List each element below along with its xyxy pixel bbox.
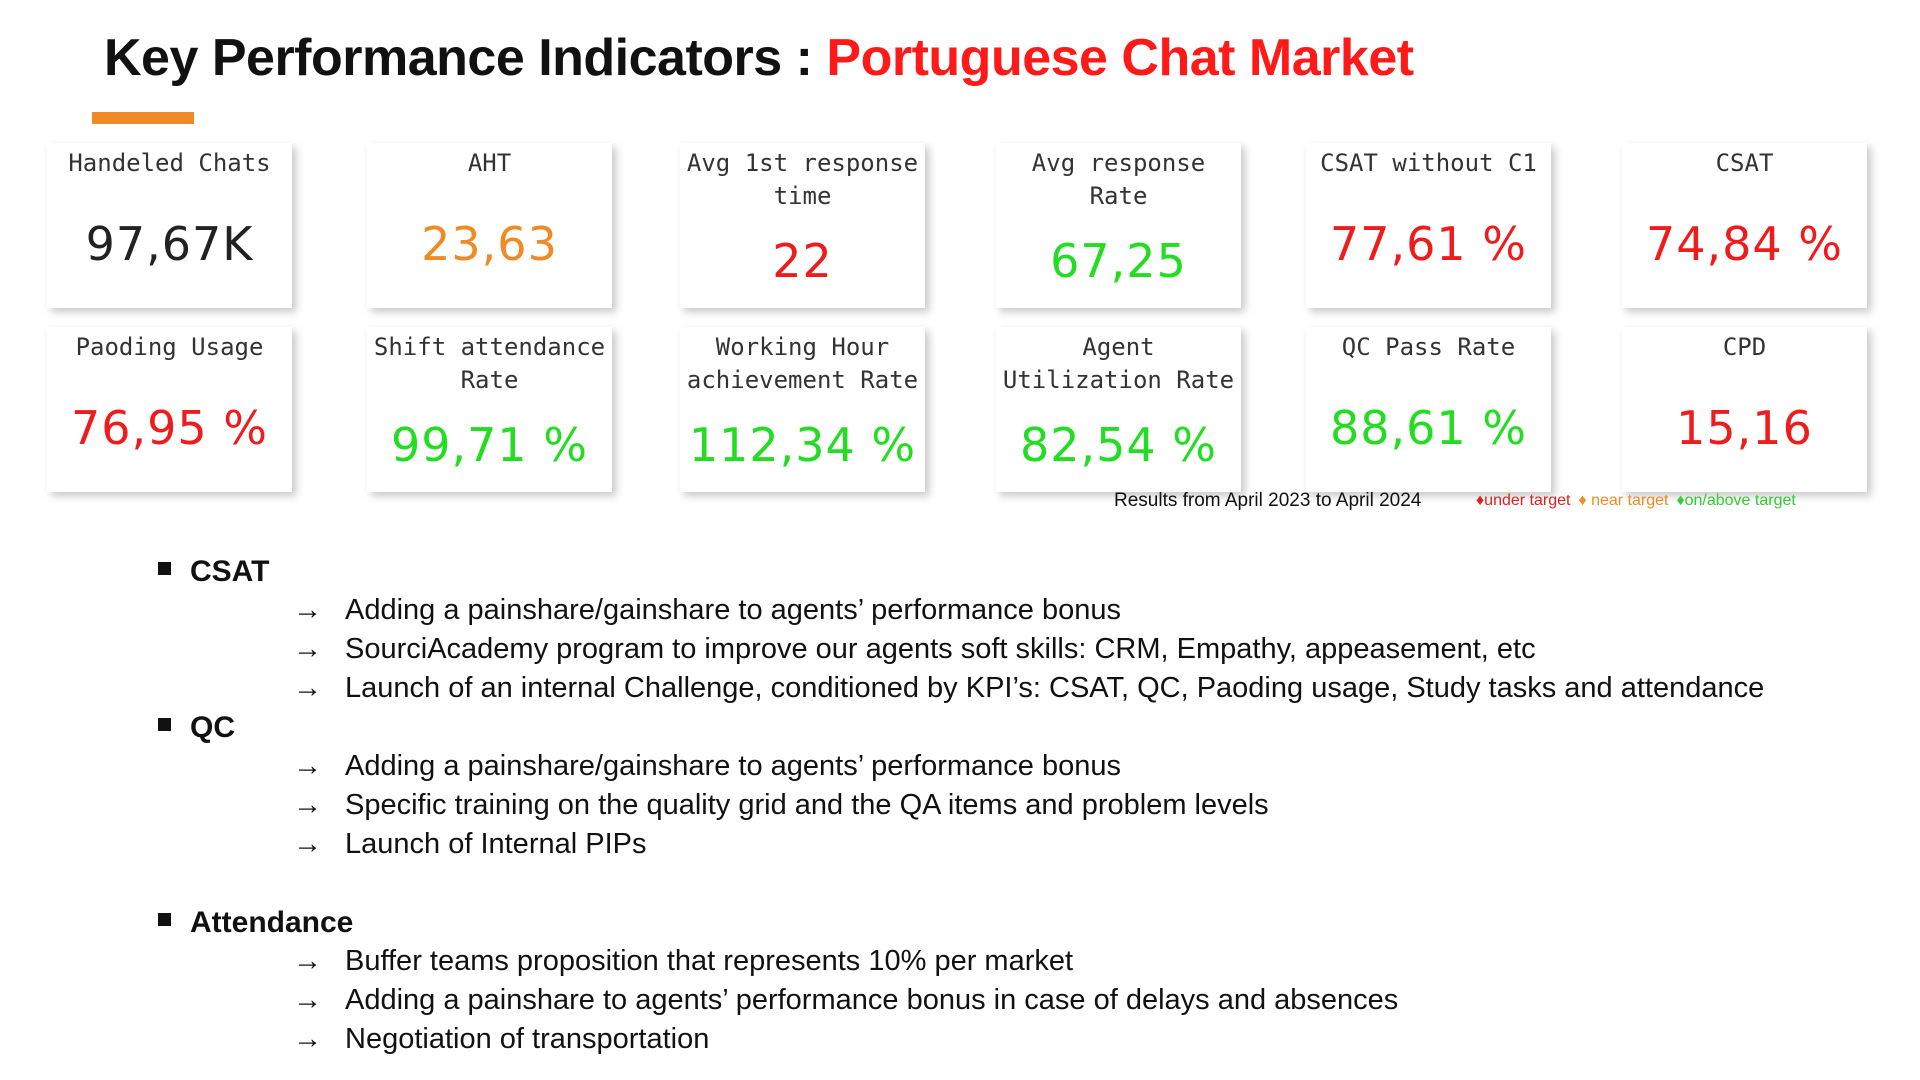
kpi-label: Agent Utilization Rate <box>1002 333 1235 394</box>
kpi-value: 76,95 % <box>70 401 269 455</box>
section: AttendanceBuffer teams proposition that … <box>0 903 1920 1059</box>
bullet-item: Adding a painshare to agents’ performanc… <box>0 981 1920 1020</box>
title: Key Performance Indicators : Portuguese … <box>104 28 1414 88</box>
footnote: Results from April 2023 to April 2024 <box>1114 490 1422 511</box>
kpi-value: 74,84 % <box>1645 217 1844 271</box>
kpi-card: CSAT 74,84 % <box>1622 143 1867 308</box>
kpi-card: CPD 15,16 <box>1622 327 1867 492</box>
kpi-label: CSAT without C1 <box>1320 149 1537 177</box>
kpi-value: 88,61 % <box>1329 401 1528 455</box>
kpi-label: Paoding Usage <box>75 333 264 361</box>
action-plan: CSATAdding a painshare/gainshare to agen… <box>0 552 1920 1080</box>
title-text: Key Performance Indicators : <box>104 29 813 87</box>
bullet-item: Buffer teams proposition that represents… <box>0 942 1920 981</box>
kpi-label: CPD <box>1722 333 1767 361</box>
kpi-value: 97,67K <box>85 217 254 271</box>
kpi-label: Avg response Rate <box>1031 149 1206 210</box>
bullet-item: Adding a painshare/gainshare to agents’ … <box>0 747 1920 786</box>
legend-item: ♦on/above target <box>1676 492 1796 509</box>
kpi-card: Handeled Chats 97,67K <box>47 143 292 308</box>
kpi-value: 82,54 % <box>1019 417 1218 472</box>
section-heading: CSAT <box>0 552 1920 591</box>
kpi-card: Working Hour achievement Rate 112,34 % <box>680 327 925 492</box>
kpi-value: 77,61 % <box>1329 217 1528 271</box>
kpi-value: 15,16 <box>1676 401 1813 455</box>
kpi-label: Working Hour achievement Rate <box>686 333 919 394</box>
bullet-item: Specific training on the quality grid an… <box>0 786 1920 825</box>
kpi-value: 99,71 % <box>390 417 589 472</box>
legend-item: ♦ near target <box>1578 492 1669 509</box>
kpi-card: AHT 23,63 <box>367 143 612 308</box>
kpi-card: Agent Utilization Rate 82,54 % <box>996 327 1241 492</box>
kpi-card: Paoding Usage 76,95 % <box>47 327 292 492</box>
bullet-item: Launch of an internal Challenge, conditi… <box>0 669 1920 708</box>
bullet-item: Negotiation of transportation <box>0 1020 1920 1059</box>
kpi-card: Avg response Rate 67,25 <box>996 143 1241 308</box>
kpi-label: QC Pass Rate <box>1341 333 1516 361</box>
kpi-value: 112,34 % <box>688 417 917 472</box>
kpi-value: 23,63 <box>421 217 558 271</box>
legend: ♦under target ♦ near target ♦on/above targ… <box>1476 492 1796 510</box>
legend-item: ♦under target <box>1476 492 1571 509</box>
title-highlight: Portuguese Chat Market <box>826 29 1414 87</box>
bullet-item: Adding a painshare/gainshare to agents’ … <box>0 591 1920 630</box>
bullet-item: SourciAcademy program to improve our age… <box>0 630 1920 669</box>
bullet-item: Launch of Internal PIPs <box>0 825 1920 864</box>
kpi-label: AHT <box>467 149 512 177</box>
kpi-value: 22 <box>772 233 833 288</box>
section: CSATAdding a painshare/gainshare to agen… <box>0 552 1920 708</box>
section-heading: Attendance <box>0 903 1920 942</box>
kpi-card: CSAT without C1 77,61 % <box>1306 143 1551 308</box>
kpi-label: Avg 1st response time <box>686 149 919 210</box>
section: QCAdding a painshare/gainshare to agents… <box>0 708 1920 864</box>
kpi-label: Shift attendance Rate <box>373 333 606 394</box>
accent-bar <box>92 112 194 124</box>
kpi-label: CSAT <box>1715 149 1774 177</box>
kpi-value: 67,25 <box>1050 233 1187 288</box>
kpi-label: Handeled Chats <box>68 149 271 177</box>
kpi-card: Shift attendance Rate 99,71 % <box>367 327 612 492</box>
kpi-card: Avg 1st response time 22 <box>680 143 925 308</box>
section-heading: QC <box>0 708 1920 747</box>
kpi-card: QC Pass Rate 88,61 % <box>1306 327 1551 492</box>
